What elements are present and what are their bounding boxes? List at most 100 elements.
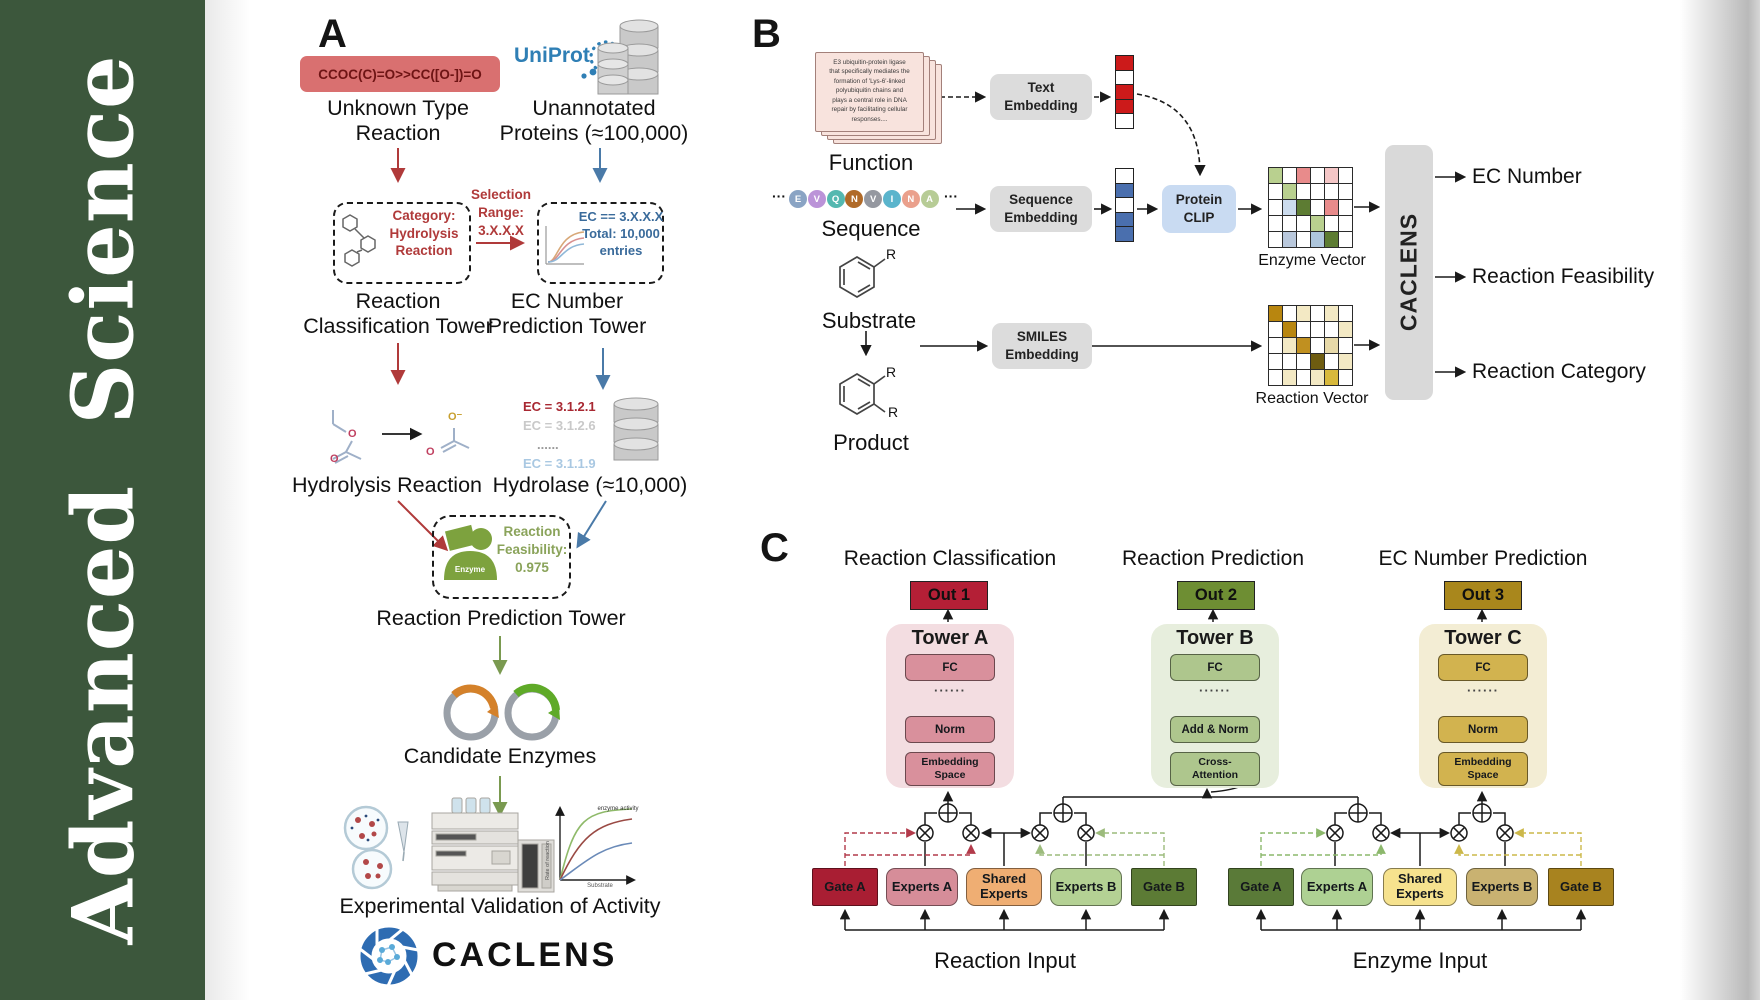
- grid-cell: [1267, 182, 1283, 200]
- journal-name: Advanced Science: [53, 54, 153, 945]
- tower-a-panel: Tower A FC ······ Norm Embedding Space: [886, 624, 1014, 788]
- journal-sidebar: Advanced Science: [0, 0, 205, 1000]
- sequence-embedding-box: Sequence Embedding: [990, 186, 1092, 232]
- reaction-gate-a-box: Gate A: [812, 868, 878, 906]
- grid-cell: [1323, 182, 1339, 200]
- unannotated-proteins-label: Unannotated Proteins (≈100,000): [499, 96, 689, 145]
- page-edge-left: [205, 0, 250, 1000]
- grid-cell: [1309, 336, 1325, 354]
- function-card-text: E3 ubiquitin-protein ligase that specifi…: [829, 59, 910, 123]
- feasibility-text: Reaction Feasibility: 0.975: [496, 524, 568, 576]
- reaction-vector-label: Reaction Vector: [1255, 390, 1369, 407]
- reaction-feasibility-dashed-box: [432, 515, 571, 599]
- output-reaction-category: Reaction Category: [1472, 360, 1646, 383]
- grid-cell: [1267, 320, 1283, 338]
- grid-cell: [1295, 214, 1311, 232]
- grid-cell: [1323, 336, 1339, 354]
- product-label: Product: [833, 430, 909, 455]
- residue-I: I: [882, 190, 901, 208]
- plasmid-icon-right: [504, 683, 560, 741]
- enzyme-vector-label: Enzyme Vector: [1258, 252, 1366, 269]
- grid-cell: [1337, 198, 1353, 216]
- function-label: Function: [828, 150, 914, 175]
- residue-V: V: [807, 190, 826, 208]
- header-reaction-prediction: Reaction Prediction: [1121, 547, 1305, 570]
- sequence-ellipsis-left: ···: [772, 188, 786, 204]
- grid-cell: [1295, 368, 1311, 386]
- acetate-molecule-icon: [440, 428, 470, 453]
- header-ec-number-prediction: EC Number Prediction: [1378, 547, 1588, 570]
- sequence-embedding-vector: [1115, 168, 1134, 242]
- oxygen-atom: O: [426, 446, 435, 458]
- activity-graph: [555, 806, 636, 885]
- panel-c-label: C: [760, 526, 789, 570]
- tower-a-title: Tower A: [911, 627, 989, 649]
- grid-cell: [1309, 166, 1325, 184]
- grid-cell: [1309, 304, 1325, 322]
- unknown-reaction-label: Unknown Type Reaction: [327, 96, 469, 145]
- tower-a-norm: Norm: [905, 716, 995, 743]
- selection-range-text: Selection Range: 3.X.X.X: [470, 187, 532, 239]
- header-reaction-classification: Reaction Classification: [843, 547, 1057, 570]
- grid-cell: [1295, 336, 1311, 354]
- grid-cell: [1267, 336, 1283, 354]
- sequence-ellipsis-right: ···: [944, 188, 958, 204]
- text-embedding-vector: [1115, 55, 1134, 129]
- caclens-module-bar: [1385, 145, 1433, 400]
- vector-cell: [1115, 226, 1134, 242]
- panel-c-op-nodes: [916, 803, 1514, 842]
- enzyme-shared-experts-box: Shared Experts: [1383, 868, 1457, 906]
- tower-c-panel: Tower C FC ······ Norm Embedding Space: [1419, 624, 1547, 788]
- out-3-box: Out 3: [1444, 581, 1522, 610]
- ec-item: EC = 3.1.2.6: [523, 417, 596, 433]
- ec-item: ......: [537, 436, 559, 452]
- ec-item: EC = 3.1.2.1: [523, 399, 596, 414]
- r-group-label: R: [886, 246, 897, 262]
- hplc-machine-icon: [431, 797, 555, 893]
- function-card: E3 ubiquitin-protein ligase that specifi…: [815, 52, 924, 132]
- substrate-label: Substrate: [821, 308, 917, 333]
- grid-cell: [1281, 336, 1297, 354]
- grid-cell: [1337, 182, 1353, 200]
- tower-a-dots: ······: [934, 683, 966, 698]
- grid-cell: [1295, 304, 1311, 322]
- grid-cell: [1323, 320, 1339, 338]
- grid-cell: [1309, 182, 1325, 200]
- category-text: Category: Hydrolysis Reaction: [389, 208, 459, 259]
- grid-cell: [1323, 352, 1339, 370]
- grid-cell: [1337, 304, 1353, 322]
- vector-cell: [1115, 113, 1134, 129]
- petri-dish-icon: [343, 805, 409, 890]
- database-icon-hydrolase: [613, 397, 659, 461]
- experimental-validation-label: Experimental Validation of Activity: [339, 894, 661, 918]
- uniprot-logo: UniProt: [514, 44, 590, 67]
- tower-b-add-norm: Add & Norm: [1170, 716, 1260, 743]
- oxygen-atom: O: [348, 428, 357, 440]
- ec-box-text: EC == 3.X.X.X Total: 10,000 entries: [578, 209, 664, 259]
- grid-cell: [1295, 320, 1311, 338]
- grid-cell: [1323, 198, 1339, 216]
- reaction-classification-dashed-box: [333, 202, 471, 284]
- residue-N: N: [901, 190, 920, 208]
- grid-cell: [1309, 198, 1325, 216]
- candidate-enzymes-label: Candidate Enzymes: [403, 744, 597, 768]
- graph-curve-label: enzyme activity: [597, 806, 639, 812]
- tower-b-cross-attention: Cross- Attention: [1170, 752, 1260, 786]
- panel-c-gate-dashed-lines: [844, 828, 1582, 866]
- panel-b-label: B: [752, 12, 781, 56]
- enzyme-badge: Enzyme: [454, 565, 486, 574]
- grid-cell: [1281, 166, 1297, 184]
- grid-cell: [1267, 214, 1283, 232]
- tower-c-dots: ······: [1467, 683, 1499, 698]
- residue-A: A: [920, 190, 939, 208]
- oxygen-anion: O⁻: [448, 411, 463, 423]
- panel-b-arrows: [860, 91, 1467, 378]
- tower-c-embedding-space: Embedding Space: [1438, 752, 1528, 786]
- out-2-box: Out 2: [1177, 581, 1255, 610]
- grid-cell: [1267, 352, 1283, 370]
- tower-c-title: Tower C: [1444, 627, 1522, 649]
- residue-V: V: [864, 190, 883, 208]
- grid-cell: [1281, 352, 1297, 370]
